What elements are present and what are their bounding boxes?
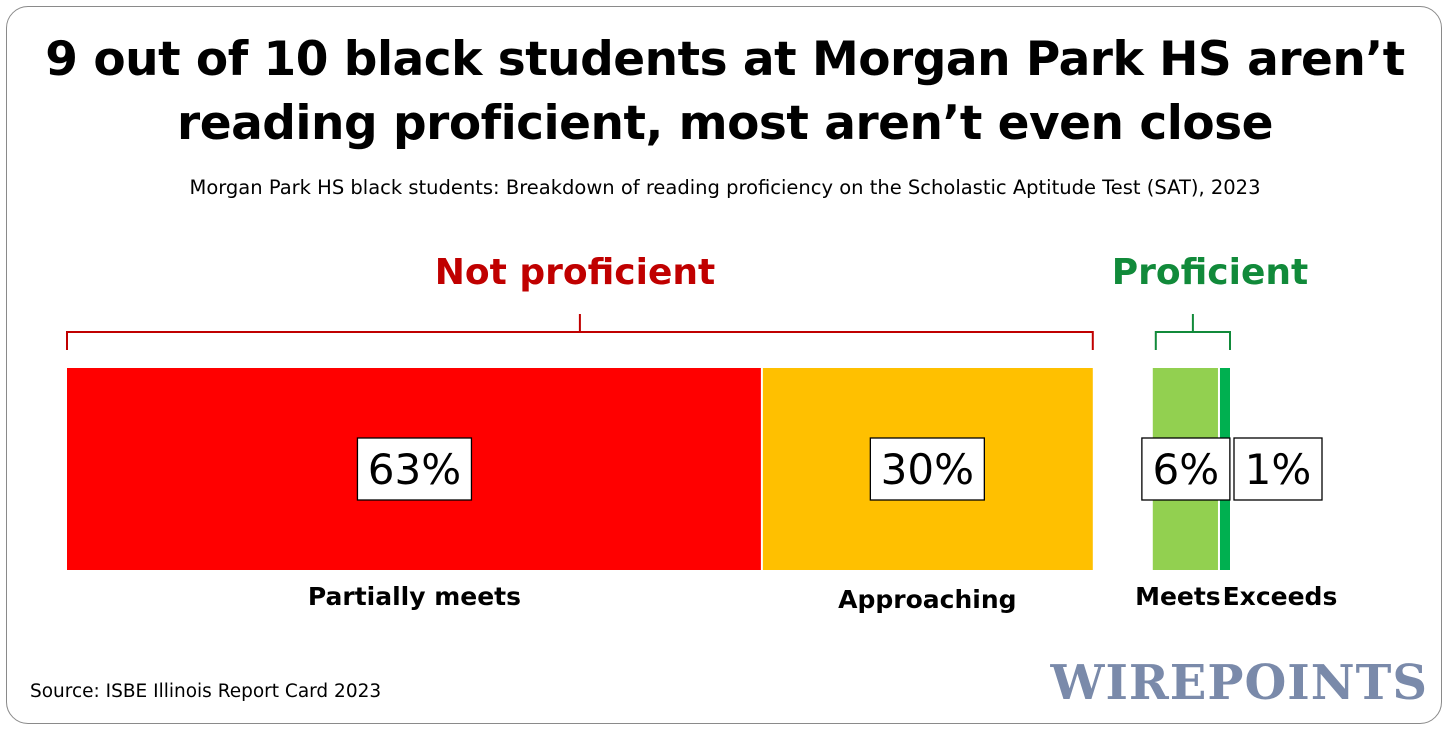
data-label-box [356, 437, 473, 501]
bracket-not-proficient [66, 314, 1094, 350]
category-label-partially-meets: Partially meets [308, 582, 521, 611]
group-label-proficient: Proficient [1111, 252, 1309, 293]
data-label-meets: 6% [1153, 445, 1220, 494]
category-label-meets: Meets [1135, 582, 1221, 611]
chart-title: 9 out of 10 black students at Morgan Par… [45, 32, 1405, 151]
chart-subtitle: Morgan Park HS black students: Breakdown… [189, 176, 1261, 199]
chart-frame [6, 6, 1442, 724]
data-label-approaching: 30% [881, 445, 974, 494]
group-label-not-proficient: Not proficient [434, 252, 716, 293]
data-label-box [1233, 437, 1323, 501]
data-label-exceeds: 1% [1245, 445, 1312, 494]
bracket-proficient [1154, 314, 1231, 350]
category-label-approaching: Approaching [838, 585, 1016, 614]
wirepoints-logo: WIREPOINTS [1050, 655, 1428, 711]
data-label-partially-meets: 63% [368, 445, 461, 494]
source-note: Source: ISBE Illinois Report Card 2023 [30, 681, 382, 702]
category-label-exceeds: Exceeds [1223, 582, 1338, 611]
data-label-box [869, 437, 985, 501]
data-label-box [1141, 437, 1231, 501]
